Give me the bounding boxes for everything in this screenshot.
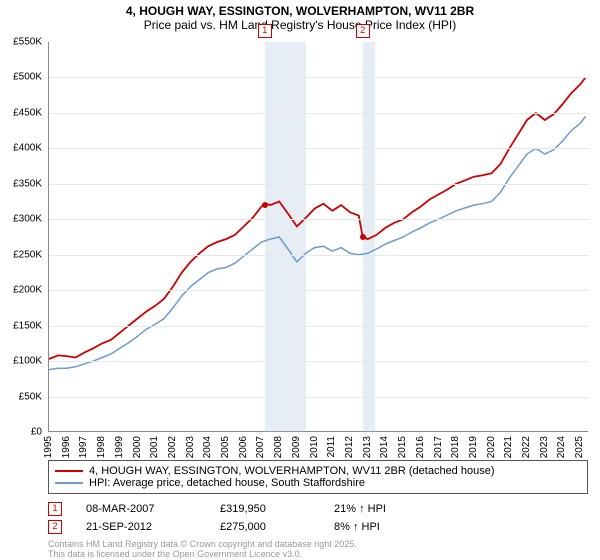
legend: 4, HOUGH WAY, ESSINGTON, WOLVERHAMPTON, … bbox=[48, 460, 588, 494]
sale-delta: 8% ↑ HPI bbox=[334, 521, 380, 533]
titles: 4, HOUGH WAY, ESSINGTON, WOLVERHAMPTON, … bbox=[0, 0, 600, 34]
gridline bbox=[49, 397, 589, 398]
gridline bbox=[49, 184, 589, 185]
sale-price: £275,000 bbox=[220, 521, 310, 533]
y-axis-label: £300K bbox=[13, 214, 42, 225]
x-axis-label: 2016 bbox=[415, 436, 426, 458]
y-axis-label: £150K bbox=[13, 320, 42, 331]
x-axis-label: 2022 bbox=[521, 436, 532, 458]
legend-swatch-1 bbox=[55, 470, 83, 472]
x-axis-label: 2006 bbox=[238, 436, 249, 458]
y-axis-label: £350K bbox=[13, 178, 42, 189]
gridline bbox=[49, 219, 589, 220]
sale-marker: 1 bbox=[258, 24, 272, 38]
legend-row-1: 4, HOUGH WAY, ESSINGTON, WOLVERHAMPTON, … bbox=[55, 465, 581, 477]
x-axis-label: 2023 bbox=[539, 436, 550, 458]
y-axis-label: £400K bbox=[13, 143, 42, 154]
series-price_paid bbox=[49, 78, 586, 360]
sale-price: £319,950 bbox=[220, 503, 310, 515]
sales-table: 1 08-MAR-2007 £319,950 21% ↑ HPI 2 21-SEP-201… bbox=[48, 502, 386, 538]
x-axis-label: 2021 bbox=[503, 436, 514, 458]
legend-swatch-2 bbox=[55, 482, 83, 484]
gridline bbox=[49, 326, 589, 327]
x-axis-label: 2024 bbox=[556, 436, 567, 458]
plot-svg bbox=[49, 42, 589, 432]
y-axis-label: £250K bbox=[13, 249, 42, 260]
x-axis-label: 2025 bbox=[574, 436, 585, 458]
x-axis-label: 2020 bbox=[486, 436, 497, 458]
credits: Contains HM Land Registry data © Crown c… bbox=[48, 540, 357, 560]
sale-date: 08-MAR-2007 bbox=[86, 503, 196, 515]
gridline bbox=[49, 148, 589, 149]
x-axis-label: 1999 bbox=[114, 436, 125, 458]
gridline bbox=[49, 77, 589, 78]
sale-row: 1 08-MAR-2007 £319,950 21% ↑ HPI bbox=[48, 502, 386, 516]
credits-line-2: This data is licensed under the Open Gov… bbox=[48, 550, 357, 560]
sale-dot bbox=[360, 234, 366, 240]
x-axis-label: 2017 bbox=[433, 436, 444, 458]
x-axis-label: 2000 bbox=[132, 436, 143, 458]
gridline bbox=[49, 255, 589, 256]
x-axis-label: 2013 bbox=[362, 436, 373, 458]
gridline bbox=[49, 361, 589, 362]
legend-label-1: 4, HOUGH WAY, ESSINGTON, WOLVERHAMPTON, … bbox=[89, 465, 495, 477]
x-axis-label: 2003 bbox=[185, 436, 196, 458]
title-sub: Price paid vs. HM Land Registry's House … bbox=[0, 18, 600, 32]
y-axis-label: £450K bbox=[13, 107, 42, 118]
x-axis-label: 2005 bbox=[220, 436, 231, 458]
y-axis-label: £500K bbox=[13, 72, 42, 83]
y-axis-label: £200K bbox=[13, 285, 42, 296]
legend-label-2: HPI: Average price, detached house, Sout… bbox=[89, 477, 365, 489]
x-axis-label: 2019 bbox=[468, 436, 479, 458]
x-axis-label: 1998 bbox=[96, 436, 107, 458]
y-axis-label: £100K bbox=[13, 356, 42, 367]
x-axis-label: 2015 bbox=[397, 436, 408, 458]
x-axis-label: 2009 bbox=[291, 436, 302, 458]
gridline bbox=[49, 113, 589, 114]
x-axis-label: 2008 bbox=[273, 436, 284, 458]
x-axis-label: 2001 bbox=[149, 436, 160, 458]
x-axis-label: 1996 bbox=[61, 436, 72, 458]
chart-area: 12 £0£50K£100K£150K£200K£250K£300K£350K£… bbox=[48, 42, 588, 432]
sale-row-marker: 2 bbox=[48, 520, 62, 534]
x-axis-label: 2007 bbox=[255, 436, 266, 458]
chart-container: 4, HOUGH WAY, ESSINGTON, WOLVERHAMPTON, … bbox=[0, 0, 600, 560]
x-axis-label: 2011 bbox=[326, 436, 337, 458]
x-axis-label: 1997 bbox=[78, 436, 89, 458]
y-axis-label: £50K bbox=[19, 391, 42, 402]
x-axis-label: 1995 bbox=[43, 436, 54, 458]
x-axis-label: 2004 bbox=[202, 436, 213, 458]
x-axis-label: 2014 bbox=[379, 436, 390, 458]
x-axis-label: 2010 bbox=[309, 436, 320, 458]
sale-date: 21-SEP-2012 bbox=[86, 521, 196, 533]
plot: 12 bbox=[48, 42, 588, 432]
x-axis-label: 2002 bbox=[167, 436, 178, 458]
x-axis-label: 2012 bbox=[344, 436, 355, 458]
sale-row-marker: 1 bbox=[48, 502, 62, 516]
sale-dot bbox=[262, 202, 268, 208]
sale-marker: 2 bbox=[356, 24, 370, 38]
x-axis-label: 2018 bbox=[450, 436, 461, 458]
gridline bbox=[49, 290, 589, 291]
legend-row-2: HPI: Average price, detached house, Sout… bbox=[55, 477, 581, 489]
sale-row: 2 21-SEP-2012 £275,000 8% ↑ HPI bbox=[48, 520, 386, 534]
y-axis-label: £0 bbox=[31, 427, 42, 438]
sale-delta: 21% ↑ HPI bbox=[334, 503, 386, 515]
title-main: 4, HOUGH WAY, ESSINGTON, WOLVERHAMPTON, … bbox=[0, 4, 600, 18]
y-axis-label: £550K bbox=[13, 37, 42, 48]
